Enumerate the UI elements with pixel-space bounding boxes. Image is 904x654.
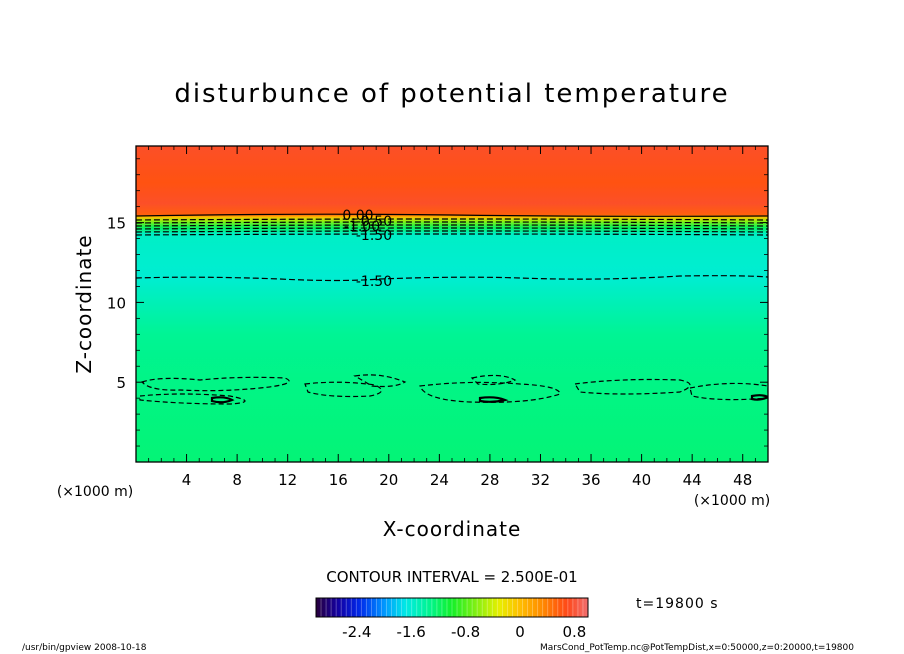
contour-blob bbox=[140, 376, 290, 392]
colorbar-tick-label: -0.8 bbox=[451, 623, 480, 641]
contour-line bbox=[136, 224, 768, 227]
contour-label: -1.50 bbox=[356, 228, 392, 244]
x-unit-left: (×1000 m) bbox=[57, 484, 133, 500]
x-axis-ticks: 4 8 12 16 20 24 28 32 36 40 44 48 bbox=[148, 146, 756, 489]
y-tick-label: 10 bbox=[107, 294, 126, 312]
x-axis-label: X-coordinate bbox=[383, 517, 522, 541]
contour-line bbox=[136, 230, 768, 233]
x-tick-label: 24 bbox=[430, 471, 449, 489]
contour-line bbox=[136, 218, 768, 221]
contour-blob bbox=[353, 374, 407, 388]
y-axis-label: Z-coordinate bbox=[72, 234, 96, 373]
colorbar-stripes bbox=[320, 598, 584, 617]
colorbar-tick-label: -2.4 bbox=[342, 623, 371, 641]
colorbar bbox=[316, 598, 588, 617]
contour-labels: 0.00 -0.50 -1.00 -1.50 -1.50 bbox=[342, 208, 392, 290]
x-tick-label: 40 bbox=[632, 471, 651, 489]
x-tick-label: 16 bbox=[329, 471, 348, 489]
contour-label: -0.50 bbox=[356, 214, 392, 230]
contour-interval: CONTOUR INTERVAL = 2.500E-01 bbox=[326, 568, 577, 586]
colorbar-frame bbox=[315, 597, 589, 618]
x-tick-label: 48 bbox=[733, 471, 752, 489]
colorbar-tick-label: 0.8 bbox=[562, 623, 586, 641]
x-tick-label: 4 bbox=[182, 471, 192, 489]
time-label: t=19800 s bbox=[636, 596, 719, 612]
contour-label: 0.00 bbox=[342, 208, 373, 224]
contour-line-zero bbox=[136, 213, 768, 217]
x-unit-right: (×1000 m) bbox=[694, 493, 770, 509]
x-tick-label: 28 bbox=[480, 471, 499, 489]
y-tick-label: 5 bbox=[116, 374, 126, 392]
contour-line-minus-1-50 bbox=[136, 275, 768, 282]
contour-line bbox=[136, 233, 768, 236]
x-tick-label: 44 bbox=[683, 471, 702, 489]
contour-blob bbox=[689, 382, 768, 401]
x-tick-label: 20 bbox=[379, 471, 398, 489]
x-tick-label: 36 bbox=[581, 471, 600, 489]
x-tick-label: 12 bbox=[278, 471, 297, 489]
x-tick-label: 32 bbox=[531, 471, 550, 489]
contour-label: -1.00 bbox=[344, 219, 380, 235]
contour-line bbox=[136, 221, 768, 224]
colorbar-tick-label: 0 bbox=[515, 623, 525, 641]
contour-blob bbox=[573, 378, 691, 395]
contour-label: -1.50 bbox=[356, 274, 392, 290]
footer-left: /usr/bin/gpview 2008-10-18 bbox=[22, 643, 147, 653]
footer-right: MarsCond_PotTemp.nc@PotTempDist,x=0:5000… bbox=[540, 643, 854, 653]
contour-blob bbox=[419, 381, 561, 403]
colorbar-ticks: -2.4 -1.6 -0.8 0 0.8 bbox=[342, 623, 586, 641]
contour-blob bbox=[304, 381, 382, 398]
contour-dense-spot bbox=[210, 396, 235, 404]
chart-title: disturbunce of potential temperature bbox=[174, 79, 729, 109]
contour-line bbox=[136, 227, 768, 230]
contour-blob bbox=[470, 374, 517, 386]
colorbar-tick-label: -1.6 bbox=[397, 623, 426, 641]
contour-lines bbox=[136, 213, 768, 405]
y-axis-ticks: 5 10 15 bbox=[107, 158, 768, 447]
y-tick-label: 15 bbox=[107, 215, 126, 233]
x-tick-label: 8 bbox=[232, 471, 242, 489]
contour-blob bbox=[139, 393, 246, 405]
contour-dense-spot bbox=[478, 396, 509, 403]
field-shading bbox=[136, 146, 768, 462]
